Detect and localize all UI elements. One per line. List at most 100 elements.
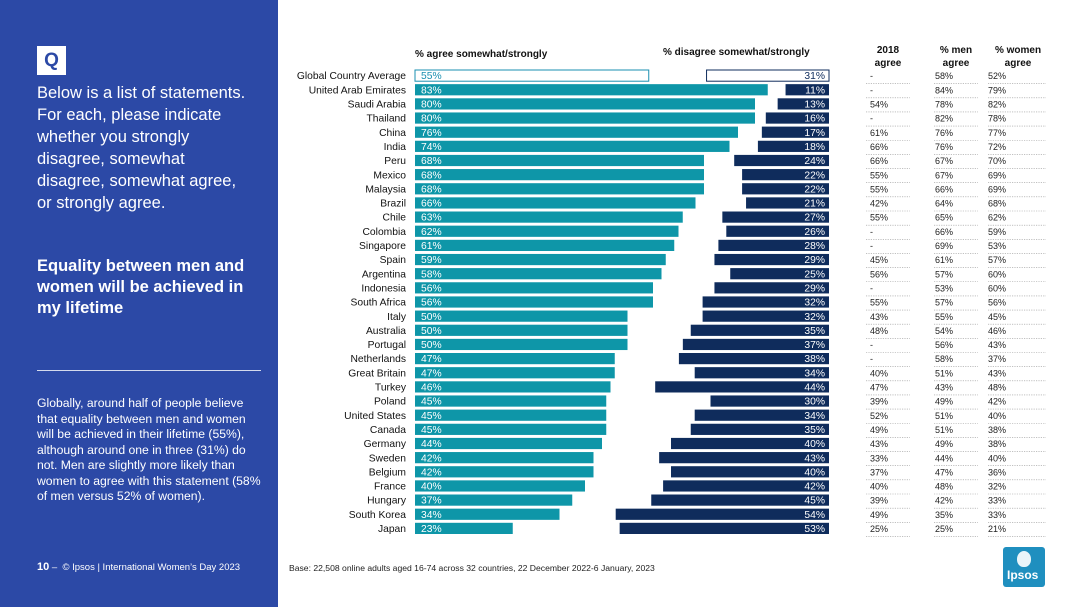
agree-value-label: 42% <box>421 453 442 464</box>
country-label: Poland <box>374 397 406 408</box>
disagree-value-label: 35% <box>804 425 825 436</box>
disagree-bar <box>730 268 829 280</box>
country-label: Great Britain <box>348 368 406 379</box>
women-agree-value: 60% <box>988 283 1006 293</box>
men-agree-value: 66% <box>935 227 953 237</box>
women-agree-value: 77% <box>988 128 1006 138</box>
country-label: United States <box>344 411 406 422</box>
disagree-bar <box>734 154 829 167</box>
disagree-bar <box>663 480 829 492</box>
agree-bar <box>415 310 628 322</box>
agree-2018-value: - <box>870 71 873 81</box>
agree-bar <box>415 338 628 351</box>
agree-value-label: 37% <box>421 496 442 507</box>
disagree-value-label: 30% <box>804 397 825 408</box>
col-women-header: % women agree <box>994 45 1042 69</box>
women-agree-value: 38% <box>988 425 1006 435</box>
men-agree-value: 76% <box>935 128 953 138</box>
disagree-bar <box>615 508 829 520</box>
women-agree-value: 60% <box>988 269 1006 279</box>
agree-value-label: 45% <box>421 411 442 422</box>
agree-bar <box>415 324 628 336</box>
disagree-value-label: 21% <box>804 199 825 210</box>
country-label: China <box>379 128 406 139</box>
agree-bar <box>415 239 675 251</box>
disagree-value-label: 11% <box>805 85 825 96</box>
women-agree-value: 72% <box>988 142 1006 152</box>
men-agree-value: 82% <box>935 114 953 124</box>
disagree-value-label: 43% <box>804 453 825 464</box>
agree-bar <box>415 367 615 379</box>
country-label: Mexico <box>373 170 406 181</box>
agree-value-label: 62% <box>421 227 442 238</box>
agree-value-label: 80% <box>421 114 442 125</box>
country-label: Canada <box>370 425 406 436</box>
agree-bar <box>415 381 611 393</box>
disagree-value-label: 28% <box>804 241 825 252</box>
country-label: Germany <box>364 439 407 450</box>
women-agree-value: 59% <box>988 227 1006 237</box>
agree-bar <box>415 140 730 152</box>
agree-value-label: 83% <box>421 85 442 96</box>
country-label: Indonesia <box>361 283 406 294</box>
disagree-value-label: 34% <box>804 368 825 379</box>
agree-2018-value: 39% <box>870 496 888 506</box>
men-agree-value: 76% <box>935 142 953 152</box>
disagree-value-label: 42% <box>804 482 825 493</box>
agree-bar <box>415 84 768 96</box>
country-label: Sweden <box>369 453 406 464</box>
agree-2018-value: 33% <box>870 453 888 463</box>
agree-2018-value: - <box>870 354 873 364</box>
disagree-bar <box>694 367 829 379</box>
country-label: South Korea <box>349 510 407 521</box>
men-agree-value: 51% <box>935 368 953 378</box>
agree-bar <box>415 282 653 294</box>
footer: 10 – © Ipsos | International Women’s Day… <box>37 561 240 573</box>
disagree-bar <box>678 353 829 365</box>
country-label: Chile <box>383 213 407 224</box>
agree-2018-value: 66% <box>870 156 888 166</box>
disagree-bar <box>706 69 830 82</box>
disagree-bar <box>714 253 829 266</box>
agree-value-label: 23% <box>421 524 442 535</box>
men-agree-value: 58% <box>935 71 953 81</box>
men-agree-value: 66% <box>935 184 953 194</box>
agree-bar <box>415 154 704 167</box>
women-agree-value: 36% <box>988 467 1006 477</box>
agree-bar <box>415 395 607 407</box>
disagree-value-label: 45% <box>804 496 825 507</box>
country-label: Colombia <box>363 227 407 238</box>
men-agree-value: 78% <box>935 100 953 110</box>
men-agree-value: 44% <box>935 453 953 463</box>
agree-bar <box>415 253 666 266</box>
women-agree-value: 37% <box>988 354 1006 364</box>
disagree-bar <box>651 494 829 506</box>
agree-2018-value: 42% <box>870 199 888 209</box>
chart-rows: Global Country Average 55% 31% - 58% 52% Unite… <box>297 69 1046 537</box>
disagree-bar <box>742 183 829 195</box>
country-label: Italy <box>387 312 407 323</box>
disagree-bar <box>690 423 829 435</box>
country-label: India <box>384 142 407 153</box>
footer-separator: – <box>51 562 58 573</box>
agree-value-label: 44% <box>421 439 442 450</box>
agree-value-label: 68% <box>421 170 442 181</box>
disagree-value-label: 32% <box>804 298 825 309</box>
disagree-bar <box>619 522 829 534</box>
men-agree-value: 54% <box>935 326 953 336</box>
agree-value-label: 47% <box>421 368 442 379</box>
country-label: Singapore <box>359 241 406 252</box>
country-label: Spain <box>380 255 407 266</box>
agree-bar <box>415 480 585 492</box>
disagree-value-label: 35% <box>804 326 825 337</box>
agree-value-label: 50% <box>421 340 442 351</box>
ipsos-logo: Ipsos <box>1003 547 1045 587</box>
agree-bar <box>415 437 602 450</box>
country-label: Portugal <box>368 340 406 351</box>
disagree-bar <box>785 84 829 96</box>
women-agree-value: 38% <box>988 439 1006 449</box>
women-agree-value: 43% <box>988 368 1006 378</box>
agree-bar <box>415 183 704 195</box>
agree-2018-value: 55% <box>870 184 888 194</box>
agree-bar <box>415 452 594 464</box>
